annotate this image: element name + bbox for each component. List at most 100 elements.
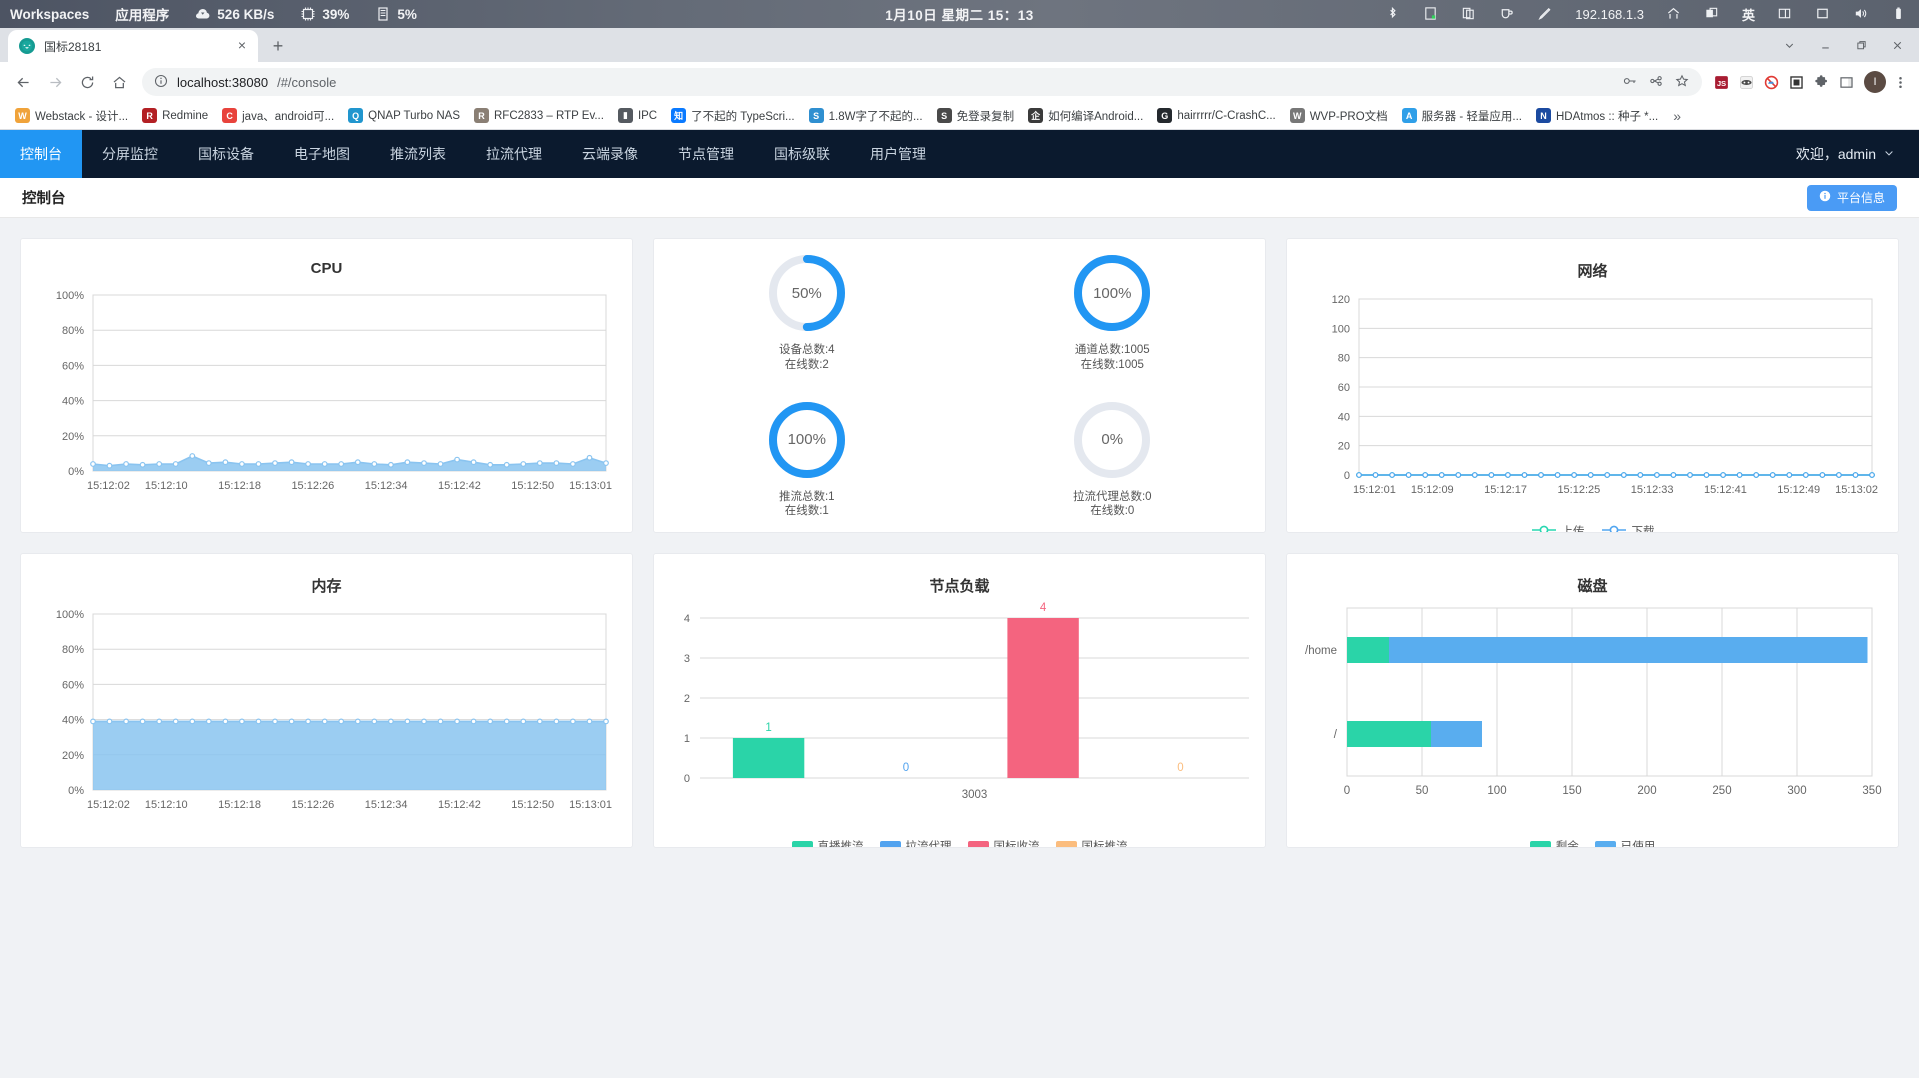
bookmark-item[interactable]: A 服务器 - 轻量应用...	[1395, 105, 1529, 127]
legend-item[interactable]: 下载	[1601, 523, 1655, 532]
bookmark-item[interactable]: Q QNAP Turbo NAS	[341, 105, 467, 126]
page-title: 控制台	[22, 191, 66, 207]
bookmark-item[interactable]: N HDAtmos :: 种子 *...	[1529, 105, 1665, 127]
svg-text:150: 150	[1562, 785, 1581, 797]
window-switcher-icon[interactable]	[1704, 6, 1720, 22]
nav-item-0[interactable]: 控制台	[0, 130, 82, 178]
nav-item-8[interactable]: 国标级联	[774, 146, 830, 162]
svg-text:0: 0	[1344, 470, 1350, 482]
legend-label: 国标收流	[993, 841, 1040, 848]
mask-icon[interactable]	[1735, 71, 1757, 93]
platform-info-button[interactable]: 平台信息	[1806, 184, 1897, 211]
display-icon[interactable]	[1423, 6, 1439, 22]
minimize-icon[interactable]	[1807, 30, 1843, 60]
maximize-icon[interactable]	[1843, 30, 1879, 60]
new-tab-button[interactable]: +	[272, 35, 284, 56]
bookmark-item[interactable]: 知了不起的 TypeScri...	[664, 105, 802, 127]
back-icon[interactable]	[8, 67, 38, 97]
disk-legend: 剩余 已使用	[1287, 838, 1898, 847]
avatar[interactable]: I	[1864, 71, 1886, 93]
bookmark-item[interactable]: S 1.8W字了不起的...	[802, 105, 930, 127]
clipboard-icon[interactable]	[1499, 6, 1515, 22]
svg-text:15:12:25: 15:12:25	[1557, 484, 1600, 496]
close-icon[interactable]	[1879, 30, 1915, 60]
adblock-icon[interactable]	[1760, 71, 1782, 93]
reload-icon[interactable]	[72, 67, 102, 97]
bookmark-item[interactable]: S 免登录复制	[930, 105, 1022, 127]
address-bar[interactable]: localhost:38080 /#/console	[142, 68, 1702, 96]
home-icon[interactable]	[104, 67, 134, 97]
nav-item-2[interactable]: 国标设备	[198, 146, 254, 162]
battery-icon[interactable]	[1891, 6, 1907, 22]
legend-item[interactable]: 直播推流	[791, 838, 864, 847]
sidepanel-icon[interactable]	[1835, 71, 1857, 93]
stat-card-2: 100% 推流总数:1 在线数:1	[766, 399, 848, 519]
screenshot-icon[interactable]	[1777, 6, 1793, 22]
workspaces-label[interactable]: Workspaces	[10, 6, 90, 22]
bookmark-item[interactable]: 企如何编译Android...	[1021, 105, 1150, 127]
copy-icon[interactable]	[1461, 6, 1477, 22]
volume-icon[interactable]	[1853, 6, 1869, 22]
legend-item[interactable]: 上传	[1531, 523, 1585, 532]
nav-item-3[interactable]: 电子地图	[294, 146, 350, 162]
user-menu[interactable]: 欢迎，admin	[1796, 130, 1919, 178]
legend-item[interactable]: 国标收流	[967, 838, 1040, 848]
legend-item[interactable]: 国标推流	[1055, 838, 1128, 848]
bookmark-favicon: S	[936, 108, 952, 123]
color-picker-icon[interactable]	[1537, 6, 1553, 22]
browser-tab[interactable]: 国标28181 ×	[8, 30, 258, 62]
info-icon[interactable]	[154, 74, 168, 91]
legend-item[interactable]: 已使用	[1594, 838, 1655, 847]
puzzle-icon[interactable]	[1810, 71, 1832, 93]
share-icon[interactable]	[1648, 73, 1664, 92]
chevron-down-icon[interactable]	[1771, 30, 1807, 60]
bookmark-item[interactable]: ▮ IPC	[611, 105, 664, 126]
js-icon[interactable]: JS	[1710, 71, 1732, 93]
bookmarks-overflow-button[interactable]: »	[1673, 107, 1682, 124]
card-cpu: CPU 0% 20% 40% 60% 80% 100% 15:12:02 15:12:10 15…	[20, 238, 633, 533]
forward-icon[interactable]	[40, 67, 70, 97]
bluetooth-icon[interactable]	[1385, 6, 1401, 22]
memory-chart: 0% 20% 40% 60% 80% 100% 15:12:02 15:12:10 15:12:…	[21, 596, 632, 836]
donut-gauge: 0%	[1071, 399, 1153, 481]
monitor-icon[interactable]	[1815, 6, 1831, 22]
tab-title: 国标28181	[44, 39, 102, 54]
ime-indicator[interactable]: 英	[1741, 7, 1755, 23]
svg-text:120: 120	[1332, 294, 1350, 306]
svg-text:250: 250	[1712, 785, 1731, 797]
nav-item-7[interactable]: 节点管理	[678, 146, 734, 162]
stats-donut-grid: 50% 设备总数:4 在线数:2 100% 通道总数:1005 在线数:1005 100% 推…	[654, 239, 1265, 532]
nav-item-5[interactable]: 拉流代理	[486, 146, 542, 162]
home-icon[interactable]	[1666, 6, 1682, 22]
nav-item-6[interactable]: 云端录像	[582, 146, 638, 162]
donut-gauge: 100%	[1071, 252, 1153, 334]
network-speed-indicator: 526 KB/s	[195, 6, 274, 22]
svg-text:300: 300	[1787, 785, 1806, 797]
node-load-chart: 0 1 2 3 4 1 0 4 0 3003	[654, 596, 1265, 836]
bookmark-item[interactable]: W Webstack - 设计...	[8, 105, 135, 127]
svg-text:15:12:50: 15:12:50	[511, 799, 554, 811]
legend-label: 国标推流	[1081, 841, 1128, 848]
close-tab-icon[interactable]: ×	[237, 37, 247, 53]
nav-item-1[interactable]: 分屏监控	[102, 146, 158, 162]
svg-text:15:12:41: 15:12:41	[1704, 484, 1747, 496]
bookmark-item[interactable]: R Redmine	[135, 105, 215, 126]
nav-item-4[interactable]: 推流列表	[390, 146, 446, 162]
svg-text:80%: 80%	[62, 644, 84, 656]
legend-item[interactable]: 拉流代理	[879, 838, 952, 847]
svg-text:40: 40	[1338, 411, 1350, 423]
bookmark-item[interactable]: R RFC2833 – RTP Ev...	[467, 105, 611, 126]
bookmark-favicon: R	[474, 108, 489, 123]
legend-item[interactable]: 剩余	[1529, 838, 1579, 847]
platform-info-label: 平台信息	[1836, 191, 1885, 205]
star-icon[interactable]	[1674, 73, 1690, 92]
nav-item-9[interactable]: 用户管理	[870, 146, 926, 162]
square-icon[interactable]	[1785, 71, 1807, 93]
applications-menu[interactable]: 应用程序	[115, 8, 170, 23]
bookmark-item[interactable]: W WVP-PRO文档	[1283, 105, 1395, 127]
extension-key-icon[interactable]	[1622, 73, 1638, 92]
donut-value: 100%	[787, 431, 826, 449]
kebab-menu-icon[interactable]	[1889, 71, 1911, 93]
